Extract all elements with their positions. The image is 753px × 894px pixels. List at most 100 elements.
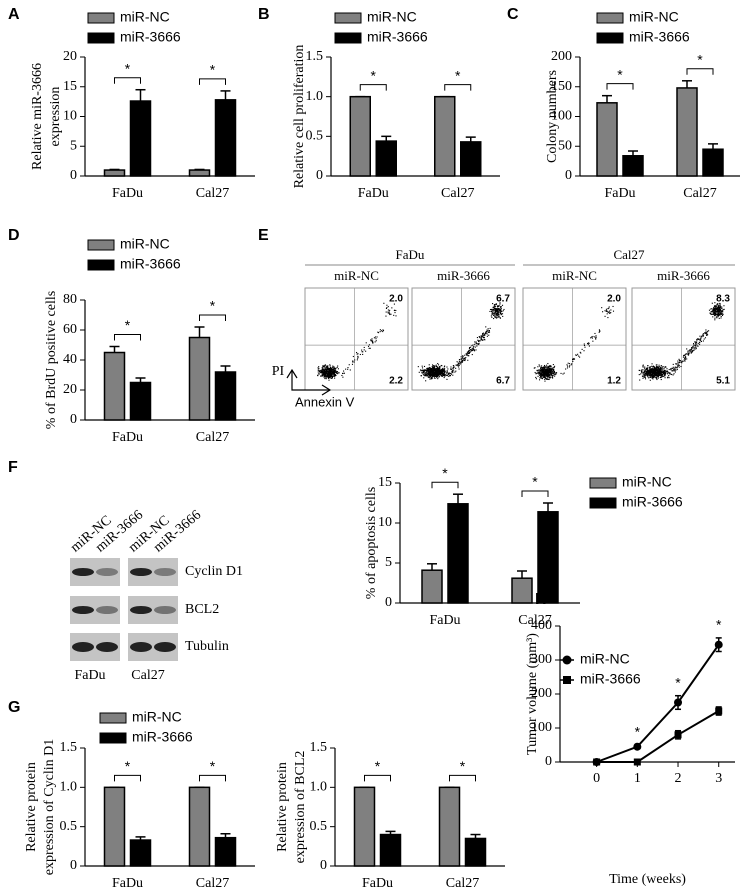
dot [658, 366, 660, 368]
dot [649, 373, 652, 375]
dot [712, 310, 714, 312]
dot [535, 376, 537, 378]
dot [370, 340, 372, 342]
dot [687, 352, 689, 354]
dot [712, 309, 714, 311]
dot [535, 378, 537, 380]
dot [438, 371, 440, 373]
dot [382, 329, 384, 331]
dot [719, 304, 721, 306]
dot [718, 307, 720, 309]
dot [655, 369, 657, 371]
dot [425, 369, 428, 372]
dot [480, 335, 482, 337]
dot [471, 354, 473, 356]
dot [351, 363, 354, 365]
dot [389, 309, 391, 311]
legend-swatch [589, 497, 617, 509]
significance-bracket [199, 78, 226, 85]
dot [450, 373, 452, 375]
dot [467, 359, 469, 361]
dot [646, 368, 648, 370]
dot [323, 364, 325, 367]
dot [450, 372, 452, 375]
dot [583, 350, 585, 352]
legend-label: miR-NC [120, 236, 170, 252]
dot [548, 367, 550, 369]
dot [542, 373, 544, 375]
dot [716, 303, 718, 305]
dot [693, 344, 695, 346]
dot [425, 374, 427, 376]
dot [713, 315, 716, 317]
plot-label: miR-3666 [437, 268, 490, 283]
x-tick-label: 0 [593, 771, 600, 786]
significance-star: * [371, 67, 377, 83]
dot [697, 345, 699, 347]
dot [673, 373, 675, 375]
significance-star: * [442, 465, 448, 481]
dot [710, 308, 712, 310]
dot [493, 309, 495, 311]
dot [323, 370, 325, 372]
dot [649, 373, 651, 375]
dot [652, 376, 654, 378]
dot [458, 360, 460, 362]
dot [540, 372, 543, 374]
dot [544, 376, 546, 378]
dot [495, 308, 497, 310]
dot [546, 373, 548, 375]
dot [544, 375, 546, 377]
dot [721, 306, 723, 308]
dot [431, 373, 433, 375]
dot [386, 304, 388, 306]
dot [709, 312, 711, 314]
dot [498, 305, 500, 307]
dot [684, 357, 686, 359]
dot [664, 377, 666, 379]
dot [321, 370, 323, 372]
dot [489, 310, 491, 313]
dot [588, 342, 590, 345]
dot [576, 354, 578, 356]
dot [715, 310, 717, 312]
dot [549, 367, 551, 369]
dot [677, 364, 679, 366]
dot [443, 370, 445, 372]
dot [489, 308, 492, 311]
dot [608, 306, 610, 308]
dot [579, 356, 581, 358]
dot [646, 371, 648, 373]
dot [671, 370, 673, 372]
dot [467, 351, 469, 353]
dot [387, 312, 389, 314]
x-axis-label: Annexin V [295, 394, 355, 409]
dot [653, 366, 655, 369]
dot [483, 338, 485, 341]
dot [349, 369, 351, 371]
dot [642, 364, 644, 366]
dot [648, 370, 650, 372]
dot [451, 371, 453, 373]
significance-bracket [449, 774, 476, 782]
dot [718, 313, 720, 315]
dot [544, 380, 546, 382]
dot [362, 353, 364, 355]
y-tick-label: 80 [63, 292, 77, 307]
dot [595, 336, 597, 338]
dot [322, 372, 324, 374]
dot [324, 364, 326, 366]
dot [608, 307, 610, 309]
x-tick-label: Cal27 [518, 613, 551, 628]
dot [481, 339, 483, 341]
dot [377, 332, 380, 334]
dot [547, 371, 549, 373]
significance-bracket [686, 68, 714, 75]
x-tick-label: FaDu [112, 876, 143, 891]
dot [695, 346, 697, 348]
dot [640, 373, 642, 375]
dot [546, 375, 548, 377]
dot [696, 344, 698, 346]
significance-star: * [125, 60, 131, 76]
dot [722, 313, 724, 315]
